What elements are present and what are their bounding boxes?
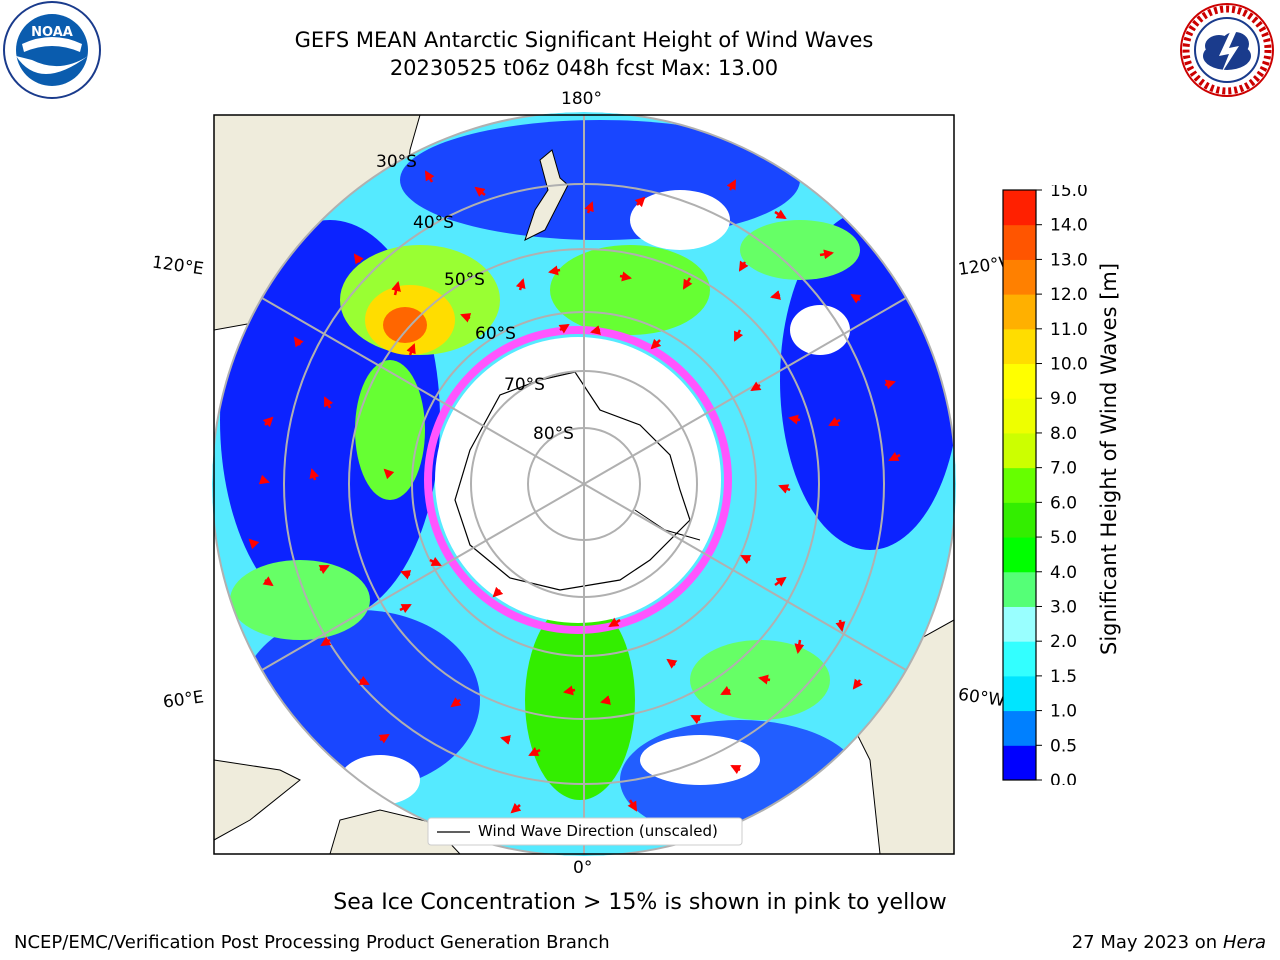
nws-logo <box>1180 3 1274 97</box>
lat-label-30s: 30°S <box>376 152 417 172</box>
lat-label-80s: 80°S <box>533 424 574 444</box>
wave-direction-arrows <box>248 170 901 814</box>
legend-box <box>427 817 743 846</box>
sea-ice-note: Sea Ice Concentration > 15% is shown in … <box>333 890 947 915</box>
colorbar-tick-label: 2.0 <box>1050 632 1077 652</box>
colorbar-tick-label: 6.0 <box>1050 493 1077 513</box>
lat-label-70s: 70°S <box>504 375 545 395</box>
colorbar-cell <box>1003 537 1036 573</box>
colorbar-tick-label: 3.0 <box>1050 597 1077 617</box>
lon-label-180: 180° <box>561 89 602 109</box>
colorbar-cell <box>1003 328 1036 365</box>
colorbar-title-wrap: Significant Height of Wind Waves [m] <box>1096 263 1121 655</box>
colorbar-cell <box>1003 363 1036 399</box>
colorbar-tick-label: 12.0 <box>1050 285 1088 305</box>
colorbar-tick-label: 7.0 <box>1050 459 1077 479</box>
footer-date: 27 May 2023 on Hera <box>1072 932 1266 953</box>
colorbar-cell <box>1003 432 1036 469</box>
legend-label: Wind Wave Direction (unscaled) <box>478 822 718 840</box>
colorbar-tick-label: 4.0 <box>1050 563 1077 583</box>
colorbar-tick-label: 9.0 <box>1050 389 1077 409</box>
footer-date-text: 27 May 2023 on <box>1071 932 1218 953</box>
antarctica-land <box>454 371 691 591</box>
lon-label-0: 0° <box>573 858 593 878</box>
forecast-subtitle: 20230525 t06z 048h fcst Max: 13.00 <box>389 56 779 80</box>
colorbar-cell <box>1003 224 1036 260</box>
antarctic-peninsula <box>634 509 701 541</box>
colorbar-cell <box>1003 710 1036 746</box>
noaa-logo-text: NOAA <box>31 25 73 40</box>
colorbar-tick-label: 10.0 <box>1050 355 1088 375</box>
new-zealand-land <box>524 149 569 241</box>
lat-label-40s: 40°S <box>413 213 454 233</box>
colorbar-tick-label: 11.0 <box>1050 320 1088 340</box>
colorbar-tick-label: 15.0 <box>1050 185 1088 201</box>
colorbar-title: Significant Height of Wind Waves [m] <box>1097 262 1121 655</box>
colorbar-tick-label: 1.5 <box>1050 667 1077 687</box>
colorbar-cell <box>1003 675 1036 712</box>
colorbar-tick-label: 0.5 <box>1050 736 1077 756</box>
colorbar-cell <box>1003 467 1036 503</box>
colorbar-cell <box>1003 294 1036 330</box>
footer-host: Hera <box>1222 932 1266 953</box>
lat-label-50s: 50°S <box>444 270 485 290</box>
colorbar-tick-label: 13.0 <box>1050 250 1088 270</box>
africa-land <box>214 809 461 854</box>
colorbar-tick-label: 8.0 <box>1050 424 1077 444</box>
colorbar-cell <box>1003 745 1036 781</box>
page-title: GEFS MEAN Antarctic Significant Height o… <box>294 28 874 52</box>
graticule <box>214 115 954 854</box>
colorbar-cell <box>1003 606 1036 642</box>
colorbar-tick-label: 5.0 <box>1050 528 1077 548</box>
colorbar-tick-label: 1.0 <box>1050 702 1077 722</box>
lat-label-60s: 60°S <box>475 324 516 344</box>
footer-credit: NCEP/EMC/Verification Post Processing Pr… <box>14 932 610 953</box>
colorbar-tick-label: 14.0 <box>1050 216 1088 236</box>
colorbar-cell <box>1003 502 1036 538</box>
colorbar-cell <box>1003 398 1036 434</box>
colorbar-cell <box>1003 641 1036 677</box>
madagascar-land <box>214 759 301 841</box>
noaa-logo: NOAA <box>3 1 101 99</box>
colorbar-cell <box>1003 259 1036 295</box>
colorbar-cell <box>1003 571 1036 607</box>
colorbar-cell <box>1003 190 1036 226</box>
colorbar: 0.0 0.5 1.0 1.5 2.0 3.0 4.0 5.0 6.0 7.0 8.0 9.0 10.0… <box>1002 185 1088 785</box>
colorbar-tick-label: 0.0 <box>1050 771 1077 785</box>
